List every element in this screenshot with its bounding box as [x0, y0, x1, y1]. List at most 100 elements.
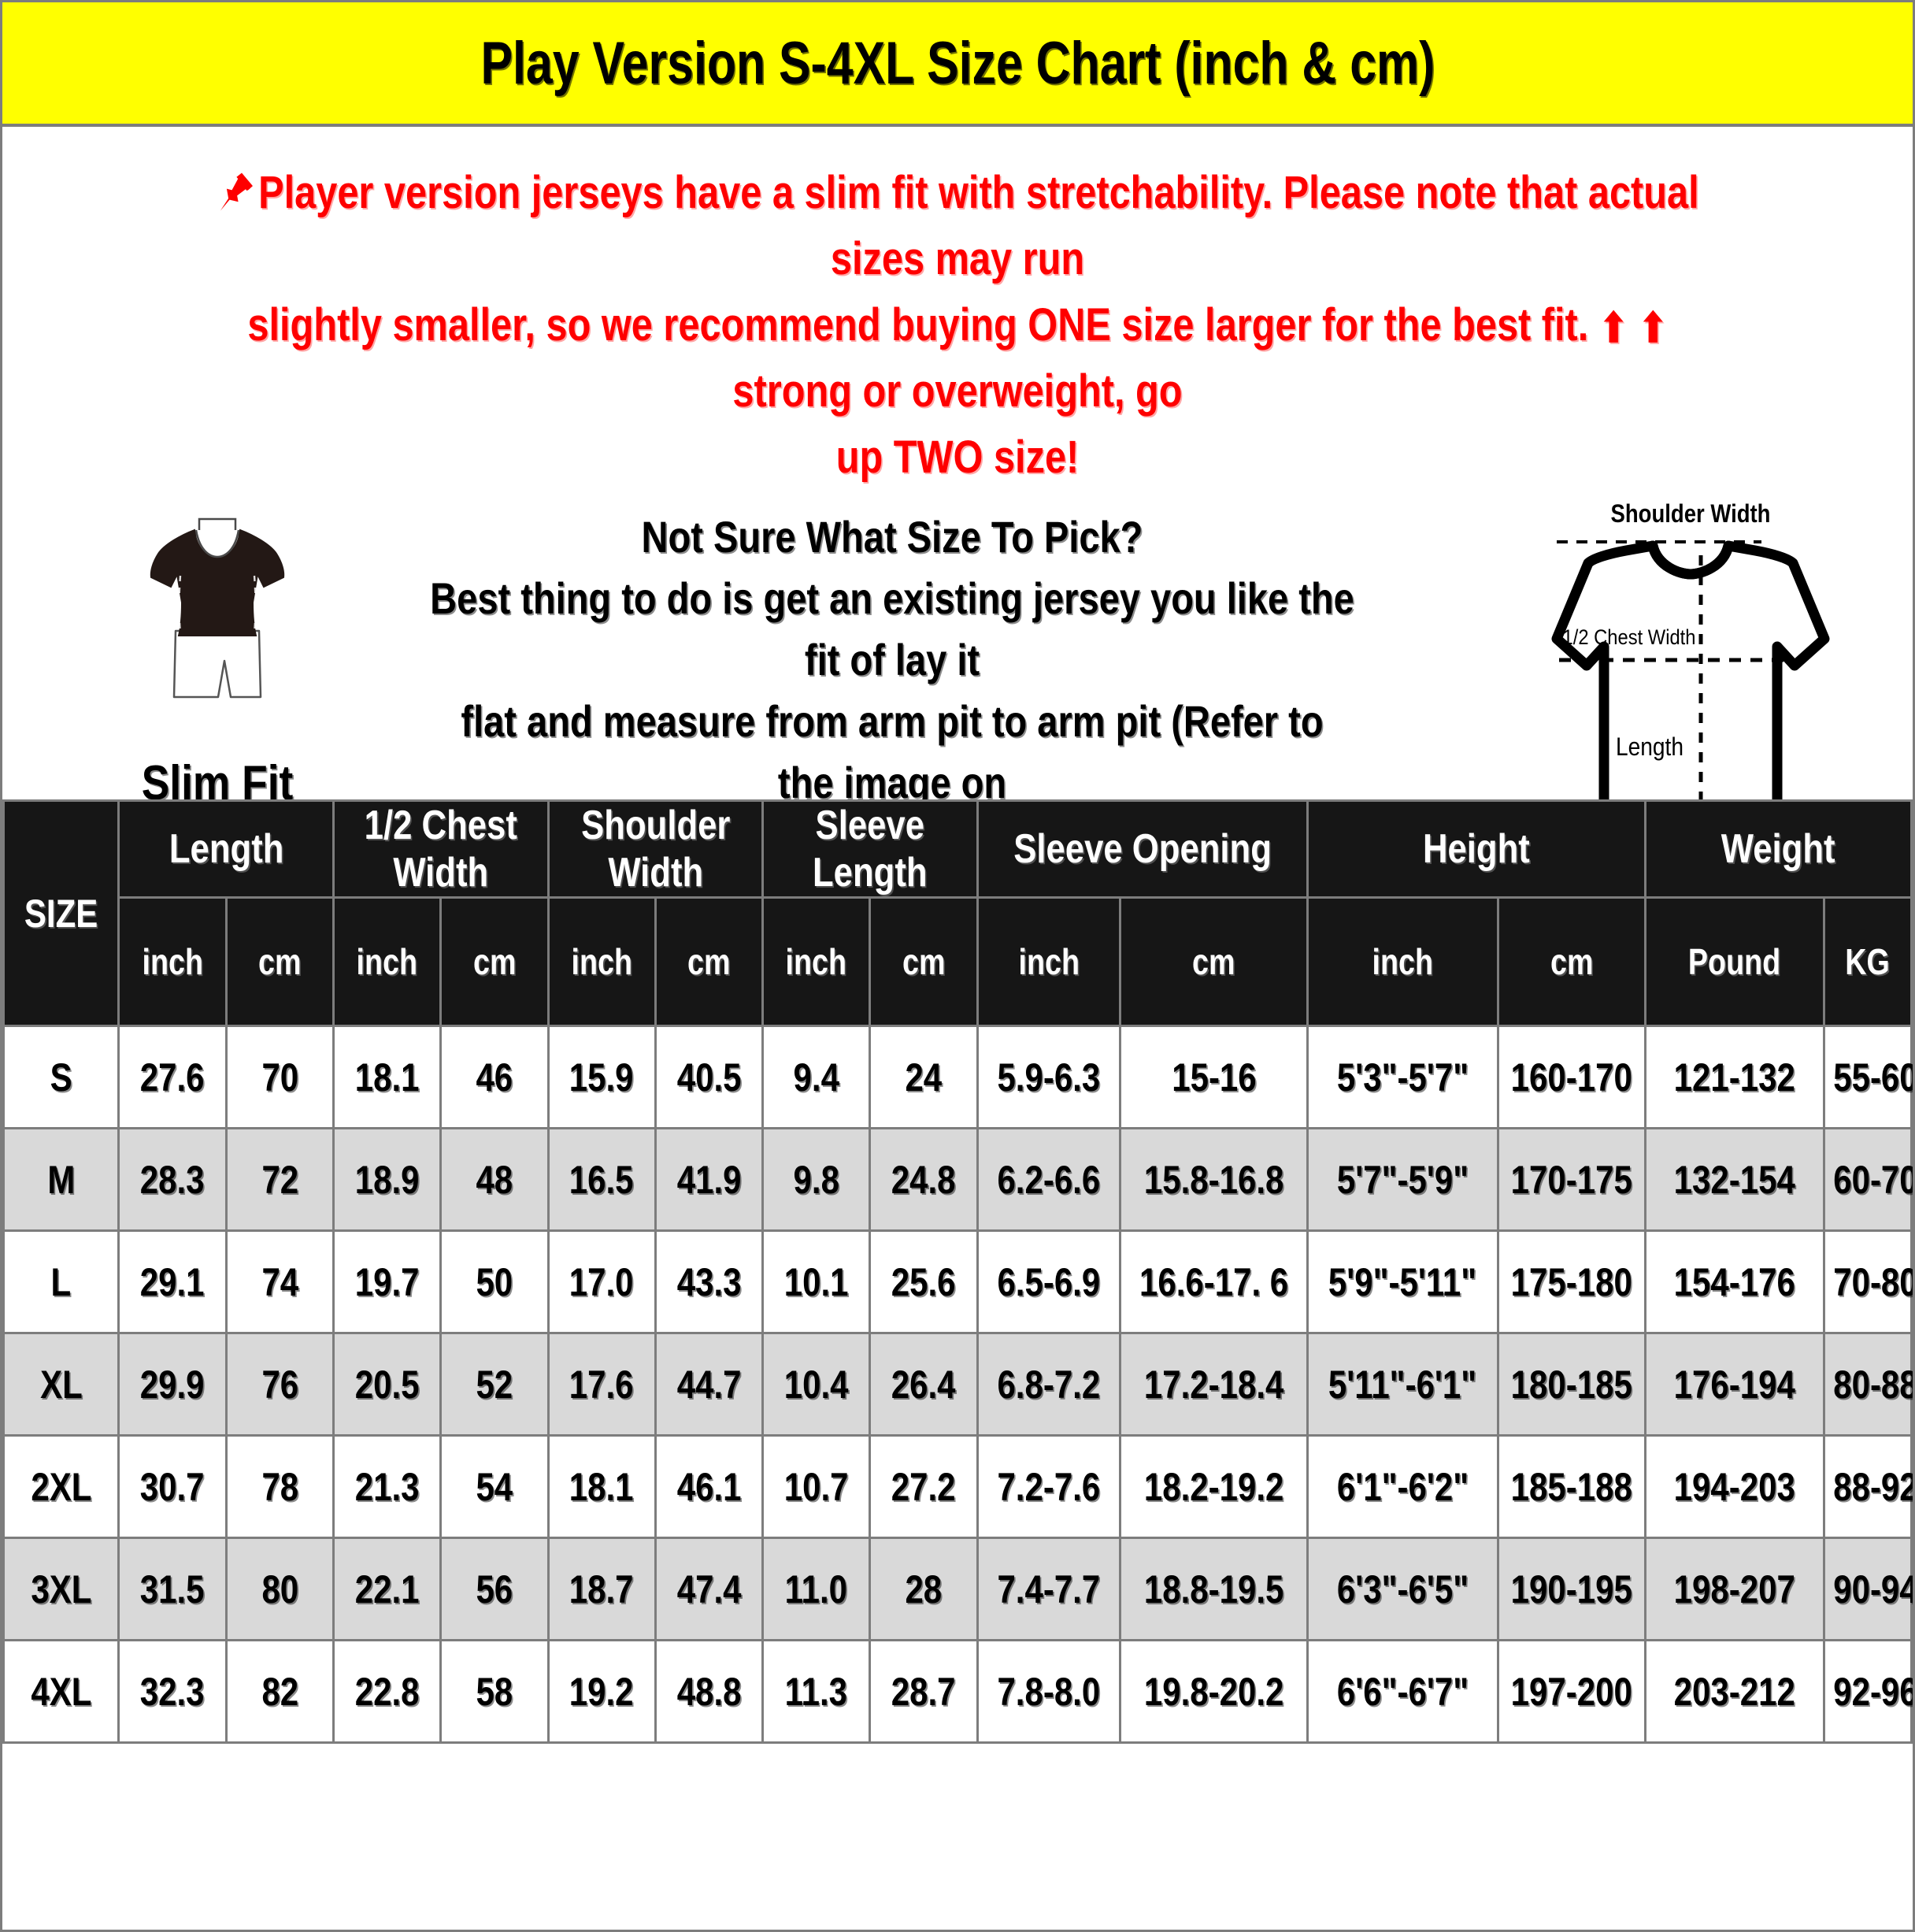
- measure-value: 48: [476, 1157, 513, 1202]
- measure-cell: 80-88: [1822, 1332, 1913, 1437]
- measure-value: 82: [261, 1669, 298, 1714]
- measure-cell: 194-203: [1643, 1434, 1825, 1539]
- measure-cell: 78: [224, 1434, 335, 1539]
- measure-cell: 43.3: [654, 1229, 765, 1334]
- unit-header-label: cm: [902, 941, 946, 982]
- measure-cell: 70: [224, 1025, 335, 1129]
- measure-value: 32.3: [140, 1669, 205, 1714]
- measure-cell: 40.5: [654, 1025, 765, 1129]
- size-help-heading: Not Sure What Size To Pick?: [641, 512, 1143, 562]
- measure-value: 6.8-7.2: [997, 1362, 1101, 1407]
- arrow-up-icon-1: ⬆: [1598, 306, 1628, 351]
- unit-header: cm: [869, 896, 979, 1027]
- col-group-header: Shoulder Width: [546, 799, 765, 899]
- measure-value: 56: [476, 1567, 513, 1611]
- measure-value: 6.5-6.9: [997, 1259, 1101, 1304]
- measure-value: 80: [261, 1567, 298, 1611]
- measure-cell: 16.6-17. 6: [1119, 1229, 1309, 1334]
- size-label: 2XL: [31, 1464, 92, 1509]
- col-group-header-label: 1/2 Chest Width: [364, 803, 517, 896]
- measure-value: 9.4: [793, 1055, 839, 1099]
- svg-text:1/2 Chest Width: 1/2 Chest Width: [1563, 626, 1696, 650]
- unit-header-label: KG: [1845, 941, 1891, 982]
- col-group-header: Length: [117, 799, 335, 899]
- slim-fit-block: Slim Fit: [87, 514, 347, 811]
- measure-value: 18.2-19.2: [1143, 1464, 1284, 1509]
- measure-cell: 19.2: [546, 1639, 657, 1744]
- measure-cell: 18.1: [332, 1025, 443, 1129]
- measure-value: 15-16: [1171, 1055, 1257, 1099]
- measure-value: 26.4: [891, 1362, 956, 1407]
- measure-value: 19.2: [569, 1669, 635, 1714]
- size-label: 3XL: [31, 1567, 92, 1611]
- measure-cell: 22.1: [332, 1537, 443, 1641]
- unit-header-row: inch cm inch cm inch cm inch cm inch cm inch cm Poun…: [4, 896, 1913, 1027]
- size-cell: M: [2, 1127, 120, 1232]
- measure-value: 18.1: [354, 1055, 420, 1099]
- size-cell: 4XL: [2, 1639, 120, 1744]
- measure-cell: 74: [224, 1229, 335, 1334]
- measure-cell: 6.8-7.2: [976, 1332, 1122, 1437]
- measure-cell: 175-180: [1496, 1229, 1646, 1334]
- measure-value: 10.7: [783, 1464, 849, 1509]
- measure-cell: 20.5: [332, 1332, 443, 1437]
- measure-value: 19.7: [354, 1259, 420, 1304]
- measure-value: 18.8-19.5: [1143, 1567, 1284, 1611]
- col-group-header: Height: [1306, 799, 1646, 899]
- measure-value: 80-88: [1833, 1362, 1915, 1407]
- col-group-header: Weight: [1643, 799, 1913, 899]
- measure-value: 10.1: [783, 1259, 849, 1304]
- measure-value: 58: [476, 1669, 513, 1714]
- measure-cell: 176-194: [1643, 1332, 1825, 1437]
- measure-value: 5'11"-6'1": [1328, 1362, 1477, 1407]
- measure-value: 17.2-18.4: [1143, 1362, 1284, 1407]
- measure-value: 5'3"-5'7": [1336, 1055, 1469, 1099]
- table-row: M 28.3 72 18.9 48 16.5 41.9 9.8 24.8 6.2-6.6 15.8-…: [2, 1127, 1913, 1232]
- measure-cell: 21.3: [332, 1434, 443, 1539]
- measure-cell: 15-16: [1119, 1025, 1309, 1129]
- measure-cell: 90-94: [1822, 1537, 1913, 1641]
- unit-header: cm: [439, 896, 550, 1027]
- measure-cell: 19.7: [332, 1229, 443, 1334]
- measure-cell: 52: [439, 1332, 550, 1437]
- measure-cell: 5.9-6.3: [976, 1025, 1122, 1129]
- measure-value: 55-60: [1833, 1055, 1915, 1099]
- measure-value: 160-170: [1510, 1055, 1632, 1099]
- table-row: XL 29.9 76 20.5 52 17.6 44.7 10.4 26.4 6.8-7.2 17.…: [2, 1332, 1913, 1437]
- unit-header: inch: [761, 896, 872, 1027]
- measure-value: 18.9: [354, 1157, 420, 1202]
- unit-header: inch: [332, 896, 443, 1027]
- measure-value: 41.9: [676, 1157, 742, 1202]
- measure-value: 28.3: [140, 1157, 205, 1202]
- measure-cell: 7.2-7.6: [976, 1434, 1122, 1539]
- unit-header: inch: [546, 896, 657, 1027]
- measure-value: 52: [476, 1362, 513, 1407]
- jersey-mannequin-icon: [87, 514, 347, 751]
- size-label: 4XL: [31, 1669, 92, 1714]
- measure-value: 25.6: [891, 1259, 956, 1304]
- measure-cell: 88-92: [1822, 1434, 1913, 1539]
- measure-cell: 5'7"-5'9": [1306, 1127, 1499, 1232]
- unit-header-label: inch: [356, 941, 418, 982]
- measure-cell: 28.3: [117, 1127, 228, 1232]
- measure-value: 11.3: [785, 1669, 848, 1714]
- measure-value: 6'6"-6'7": [1336, 1669, 1469, 1714]
- unit-header: cm: [1119, 896, 1309, 1027]
- size-cell: L: [2, 1229, 120, 1334]
- measure-cell: 10.7: [761, 1434, 872, 1539]
- measure-cell: 6.5-6.9: [976, 1229, 1122, 1334]
- measure-cell: 10.1: [761, 1229, 872, 1334]
- measure-value: 175-180: [1510, 1259, 1632, 1304]
- unit-header-label: cm: [1192, 941, 1235, 982]
- measure-cell: 7.4-7.7: [976, 1537, 1122, 1641]
- measure-value: 17.6: [569, 1362, 635, 1407]
- unit-header-label: inch: [785, 941, 847, 982]
- size-label: XL: [39, 1362, 83, 1407]
- table-row: L 29.1 74 19.7 50 17.0 43.3 10.1 25.6 6.5-6.9 16.6…: [2, 1229, 1913, 1334]
- measure-cell: 70-80: [1822, 1229, 1913, 1334]
- measure-cell: 25.6: [869, 1229, 979, 1334]
- measure-value: 92-96: [1833, 1669, 1915, 1714]
- size-cell: XL: [2, 1332, 120, 1437]
- tshirt-measure-icon: Shoulder Width 1/2 Chest Width Length: [1454, 499, 1895, 869]
- measure-cell: 5'3"-5'7": [1306, 1025, 1499, 1129]
